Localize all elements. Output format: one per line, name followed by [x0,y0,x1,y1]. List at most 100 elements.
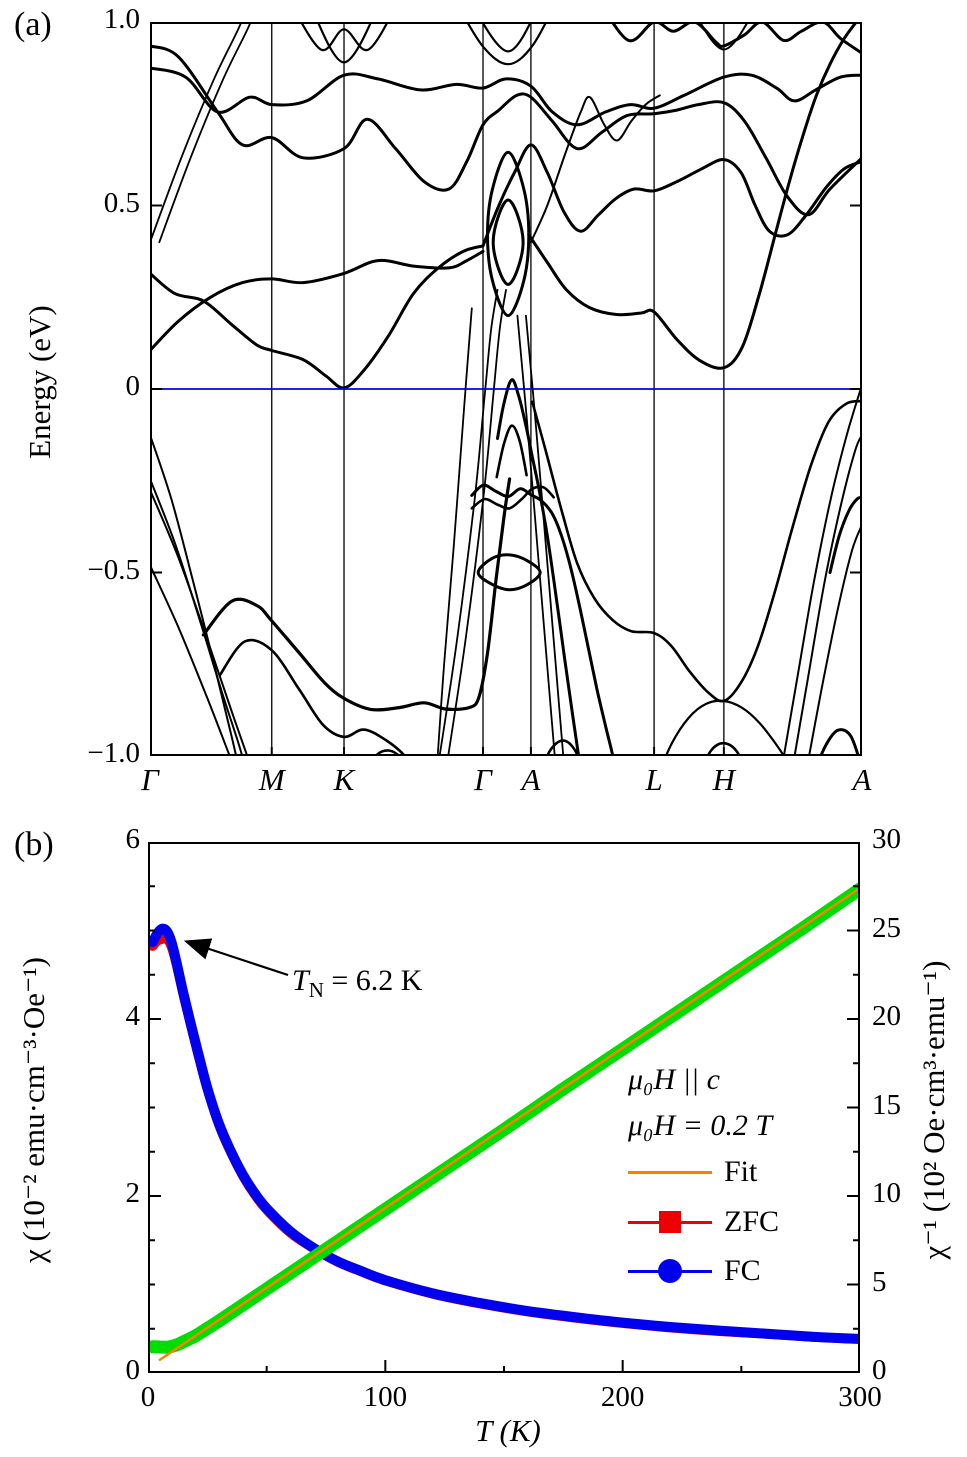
panel-b-right-tick-label: 0 [872,1354,887,1386]
band-curve [808,523,862,756]
band-curve [470,485,555,510]
band-curve [527,22,859,370]
band-curve [610,22,862,55]
panel-b-label: (b) [14,826,54,863]
panel-b-x-tick-label: 0 [140,1381,156,1413]
band-curve [374,749,401,756]
panel-a-ytick-label: 1.0 [103,3,140,35]
panel-b-left-tick-label: 0 [125,1354,141,1386]
panel-a-kpoint-label: A [852,762,872,797]
zfc-square-marker-icon [659,1211,681,1233]
zfc-swatch [628,1202,712,1242]
panel-b-left-tick-label: 2 [125,1177,141,1209]
susceptibility-plot [148,842,860,1373]
band-structure-svg [150,22,862,756]
band-curve [819,728,860,756]
band-curve [828,495,862,574]
band-curve [150,44,862,217]
band-curve [438,289,499,756]
band-curve [706,741,741,756]
panel-a-kpoint-label: Γ [141,762,159,797]
band-curve [793,433,862,756]
band-curve [698,22,749,51]
band-curve [481,143,862,248]
legend-item-zfc: ZFC [628,1202,779,1242]
annotation-symbol: T [292,964,309,997]
panel-a-kpoint-label: H [712,762,736,797]
legend-field-value-text: μ₀H = 0.2 T [628,1109,773,1142]
fc-circle-marker-icon [658,1259,682,1283]
panel-a-ytick-label: 0.5 [103,186,140,219]
panel-b-x-tick-label: 300 [838,1381,882,1413]
panel-b-x-tick-label: 200 [600,1381,645,1413]
panel-a-ytick-label: −1.0 [87,737,140,769]
band-curve [316,22,373,64]
panel-a-label: (a) [14,6,52,43]
series-fit [158,886,860,1361]
fc-swatch [628,1251,712,1291]
legend-item-fit: Fit [628,1154,757,1190]
band-curve [150,244,485,390]
panel-b-left-axis-title: χ (10⁻² emu·cm⁻³·Oe⁻¹) [16,957,51,1263]
band-structure-plot [150,22,862,756]
band-curve [465,22,548,66]
band-curve [150,564,231,756]
band-curve [447,289,507,756]
panel-b-right-tick-label: 5 [872,1265,887,1298]
panel-b-right-tick-label: 15 [872,1088,901,1121]
panel-b-right-tick-label: 30 [872,823,901,855]
band-curve [516,314,556,756]
series-fc [148,923,860,1344]
panel-b-x-tick-label: 100 [363,1381,408,1413]
band-curve [495,424,528,479]
band-curve [545,739,580,756]
band-curve [150,22,243,244]
panel-b-right-tick-label: 10 [872,1177,901,1209]
band-curve [782,384,862,756]
panel-a-kpoint-label: K [333,762,355,797]
panel-a-kpoint-label: M [258,762,285,797]
panel-b-right-tick-label: 25 [872,911,901,944]
band-curve [436,307,473,756]
band-curve [201,477,512,712]
band-curve [470,483,615,756]
legend-field-direction-text: μ₀H || c [628,1063,720,1096]
x-axis-title-text: T (K) [475,1413,541,1448]
band-curve [531,399,862,703]
annotation-arrow [183,938,289,977]
panel-b-right-tick-label: 20 [872,1000,901,1032]
legend-field-direction: μ₀H || c [628,1062,720,1098]
band-curve [218,638,407,756]
band-curve [529,94,661,244]
band-curve [150,433,238,756]
panel-a-ytick-label: 0 [125,370,141,402]
susceptibility-svg [148,842,860,1373]
band-curve [664,699,786,756]
neel-temperature-annotation: TN = 6.2 K [292,964,422,1003]
annotation-value: = 6.2 K [323,964,423,997]
band-curve [480,22,532,53]
legend-item-fc: FC [628,1251,761,1291]
band-curve [150,488,249,756]
legend-field-value: μ₀H = 0.2 T [628,1108,772,1144]
band-curve [476,553,542,592]
panel-b-x-axis-title: T (K) [348,1413,668,1449]
band-curve [299,22,389,52]
band-curve [496,378,581,756]
panel-a-kpoint-label: Γ [474,762,492,797]
panel-a-kpoint-label: A [521,762,541,797]
annotation-subscript: N [308,978,324,1002]
band-curve [150,477,244,756]
fit-line-swatch [628,1152,712,1192]
panel-a-kpoint-label: L [645,762,663,797]
band-curve [158,22,252,244]
band-curve [150,249,485,352]
band-curve [491,198,525,286]
panel-a-ytick-label: −0.5 [87,553,140,586]
legend-fc-label: FC [724,1254,761,1287]
legend-zfc-label: ZFC [724,1205,780,1238]
panel-b-left-tick-label: 4 [125,1000,141,1032]
panel-b-left-tick-label: 6 [125,823,141,855]
fit-line-icon [628,1170,712,1174]
